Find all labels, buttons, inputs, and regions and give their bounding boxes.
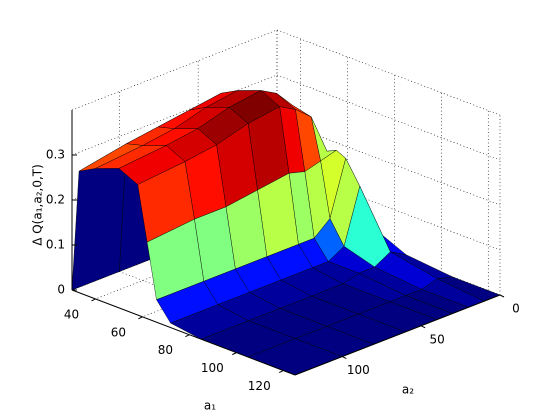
x-tick xyxy=(279,370,284,373)
x-tick-label: 120 xyxy=(248,379,271,393)
grid-line xyxy=(276,119,501,206)
x-tick-label: 60 xyxy=(111,325,126,339)
grid-line xyxy=(276,164,501,251)
y-axis-label: a₂ xyxy=(402,383,414,397)
x-tick xyxy=(138,316,143,320)
z-axis-label: Δ Q(a₁,a₂,0,T) xyxy=(31,164,45,246)
y-tick-label: 0 xyxy=(512,302,520,316)
x-tick xyxy=(91,298,96,302)
box-edge xyxy=(276,29,501,116)
x-axis-label: a₁ xyxy=(204,399,216,413)
y-tick-label: 100 xyxy=(347,363,370,377)
y-tick xyxy=(342,356,347,359)
x-tick-label: 80 xyxy=(158,343,173,357)
z-tick-label: 0 xyxy=(57,283,65,297)
z-tick-label: 0.1 xyxy=(46,238,65,252)
grid-line xyxy=(276,74,501,161)
y-tick xyxy=(420,325,426,329)
x-tick xyxy=(232,352,237,356)
y-axis xyxy=(294,294,501,376)
x-axis xyxy=(71,289,296,376)
y-tick xyxy=(499,294,505,298)
x-tick-label: 100 xyxy=(201,361,224,375)
z-tick-label: 0.3 xyxy=(46,148,65,162)
z-tick-label: 0.2 xyxy=(46,193,65,207)
x-tick-label: 40 xyxy=(64,307,79,321)
y-tick-label: 50 xyxy=(430,332,445,346)
x-tick xyxy=(185,334,190,338)
